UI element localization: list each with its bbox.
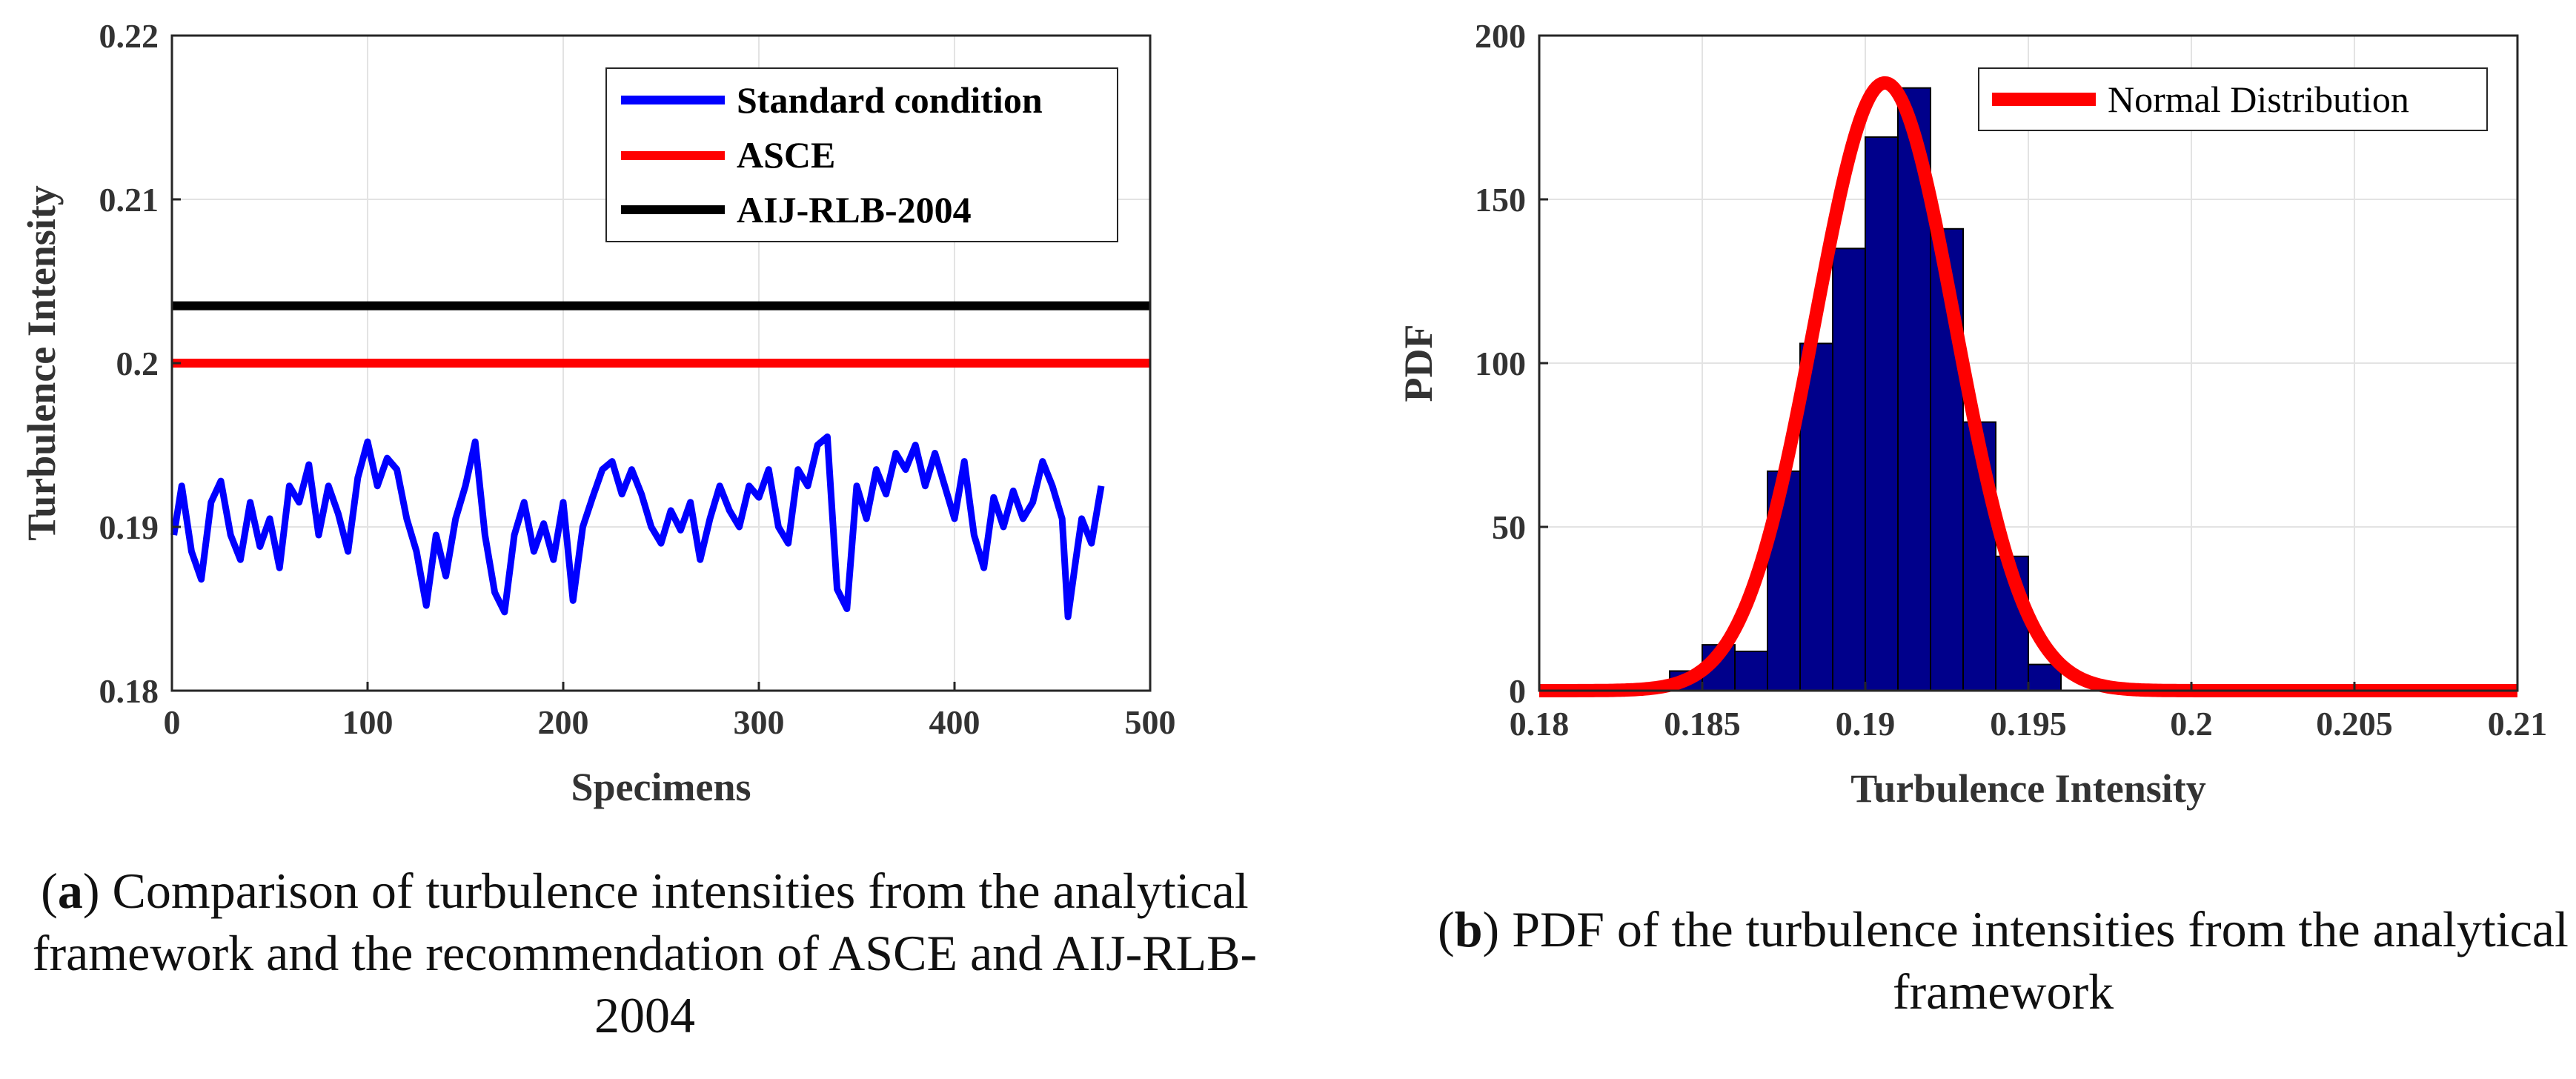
histogram-bar <box>1734 650 1768 692</box>
panel-a-ytick-label: 0.19 <box>99 508 159 546</box>
caption-b-letter: b <box>1454 901 1483 957</box>
legend-label-normal-distribution: Normal Distribution <box>2108 79 2409 120</box>
caption-a-text: Comparison of turbulence intensities fro… <box>32 863 1258 1043</box>
panel-b-xtick-label: 0.2 <box>2170 705 2213 743</box>
panel-a-xtick-label: 200 <box>538 703 589 741</box>
panel-b-ytick-label: 200 <box>1475 17 1526 55</box>
panel-b-ticks: 0.18 0.185 0.19 0.195 0.2 0.205 0.21 0 50 100 150 2… <box>1475 17 2547 743</box>
panel-b-ylabel: PDF <box>1396 325 1441 402</box>
panel-a-xtick-label: 400 <box>929 703 980 741</box>
histogram-bar <box>1832 248 1866 691</box>
panel-a-xlabel: Specimens <box>571 765 751 809</box>
panel-a-series <box>170 301 1150 620</box>
histogram-bar <box>2028 663 2062 692</box>
histogram-bar <box>1865 136 1899 691</box>
panel-b-xtick-label: 0.195 <box>1990 705 2067 743</box>
panel-a-xtick-label: 500 <box>1125 703 1176 741</box>
panel-b-histogram-bars <box>1669 87 2062 692</box>
legend-label-standard-condition: Standard condition <box>737 79 1043 121</box>
series-line-standard-condition <box>170 433 1105 620</box>
panel-b-xtick-label: 0.18 <box>1510 705 1570 743</box>
panel-b-chart: 0.18 0.185 0.19 0.195 0.2 0.205 0.21 0 50 100 150 2… <box>1396 17 2547 811</box>
panel-b-xtick-label: 0.185 <box>1664 705 1741 743</box>
panel-a-ytick-label: 0.18 <box>99 672 159 710</box>
panel-b-xtick-label: 0.21 <box>2488 705 2548 743</box>
panel-a-ytick-label: 0.21 <box>99 181 159 219</box>
panel-a-ticks: 0 100 200 300 400 500 0.18 0.19 0.2 0.21 0.22 <box>99 17 1176 741</box>
caption-a-letter: a <box>57 863 83 919</box>
panel-b-xtick-label: 0.19 <box>1836 705 1896 743</box>
legend-label-asce: ASCE <box>737 134 835 176</box>
panel-a-xtick-label: 100 <box>342 703 394 741</box>
panel-b-xtick-label: 0.205 <box>2316 705 2393 743</box>
caption-b-text: PDF of the turbulence intensities from t… <box>1512 901 2569 1020</box>
caption-a: (a) Comparison of turbulence intensities… <box>32 863 1258 1043</box>
caption-b: (b) PDF of the turbulence intensities fr… <box>1438 901 2569 1020</box>
panel-b-ytick-label: 0 <box>1509 672 1526 710</box>
panel-a-xtick-label: 300 <box>734 703 785 741</box>
panel-b-legend: Normal Distribution <box>1978 67 2488 131</box>
legend-label-aij-rlb-2004: AIJ-RLB-2004 <box>737 189 972 230</box>
panel-a-ytick-label: 0.22 <box>99 17 159 55</box>
panel-b-xlabel: Turbulence Intensity <box>1850 766 2206 811</box>
panel-b-ytick-label: 150 <box>1475 181 1526 219</box>
panel-a-ylabel: Turbulence Intensity <box>19 185 64 541</box>
panel-b-ytick-label: 50 <box>1492 508 1526 546</box>
panel-a-ytick-label: 0.2 <box>116 345 159 382</box>
panel-a-legend: Standard condition ASCE AIJ-RLB-2004 <box>605 67 1118 242</box>
panel-a-xtick-label: 0 <box>164 703 181 741</box>
panel-a-chart: 0 100 200 300 400 500 0.18 0.19 0.2 0.21 0.22 Spec… <box>19 17 1176 809</box>
panel-b-ytick-label: 100 <box>1475 345 1526 382</box>
